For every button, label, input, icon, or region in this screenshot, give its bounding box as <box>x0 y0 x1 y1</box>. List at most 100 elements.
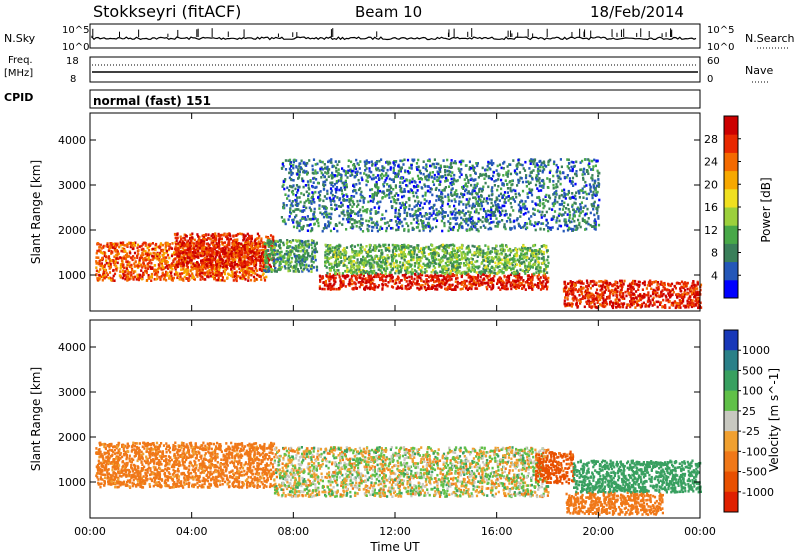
radar-cell <box>126 242 129 246</box>
radar-cell <box>235 243 238 247</box>
radar-cell <box>672 290 675 294</box>
radar-cell <box>351 279 354 282</box>
radar-cell <box>453 244 456 248</box>
radar-cell <box>144 252 147 255</box>
radar-cell <box>410 263 413 267</box>
radar-cell <box>521 269 524 272</box>
radar-cell <box>103 274 106 277</box>
radar-cell <box>182 279 185 282</box>
radar-cell <box>386 284 389 288</box>
radar-cell <box>250 247 253 251</box>
radar-cell <box>618 299 621 302</box>
radar-cell <box>247 240 250 244</box>
radar-cell <box>206 270 209 274</box>
cpid-mode: normal (fast) 151 <box>93 94 211 108</box>
radar-cell <box>682 300 685 303</box>
radar-cell <box>266 269 269 272</box>
radar-cell <box>296 259 299 262</box>
radar-cell <box>212 233 215 236</box>
radar-cell <box>692 280 695 283</box>
radar-cell <box>334 246 337 250</box>
radar-cell <box>313 251 316 254</box>
radar-cell <box>103 276 106 280</box>
radar-cell <box>277 258 280 261</box>
radar-cell <box>229 234 232 238</box>
radar-cell <box>239 258 242 262</box>
radar-cell <box>156 274 159 277</box>
radar-cell <box>501 258 504 262</box>
radar-cell <box>529 275 532 279</box>
radar-cell <box>116 243 119 247</box>
radar-cell <box>297 249 300 253</box>
radar-cell <box>252 271 255 275</box>
radar-cell <box>273 263 276 267</box>
radar-cell <box>536 275 539 278</box>
radar-cell <box>217 265 220 269</box>
radar-cell <box>449 254 452 257</box>
radar-cell <box>246 247 249 251</box>
radar-cell <box>279 257 282 260</box>
radar-cell <box>528 282 531 285</box>
radar-cell <box>509 258 512 261</box>
radar-cell <box>205 262 208 266</box>
radar-cell <box>118 245 121 249</box>
radar-cell <box>389 277 392 281</box>
radar-cell <box>110 278 113 282</box>
radar-cell <box>274 244 278 247</box>
radar-cell <box>194 251 197 254</box>
radar-cell <box>427 253 430 256</box>
radar-cell <box>174 248 177 252</box>
radar-cell <box>456 266 460 269</box>
radar-cell <box>482 282 485 285</box>
radar-cell <box>358 276 361 279</box>
radar-cell <box>415 283 418 286</box>
radar-cell <box>446 260 449 263</box>
radar-cell <box>324 256 327 260</box>
radar-cell <box>431 284 434 287</box>
radar-cell <box>202 237 205 241</box>
radar-cell <box>264 256 268 259</box>
radar-cell <box>252 275 256 279</box>
freq-tick-bottom: 8 <box>70 74 76 85</box>
radar-cell <box>461 271 464 274</box>
radar-cell <box>427 259 431 262</box>
radar-cell <box>426 262 429 266</box>
radar-cell <box>467 244 470 248</box>
radar-cell <box>112 261 115 264</box>
radar-cell <box>324 260 327 264</box>
radar-cell <box>433 284 436 288</box>
radar-cell <box>542 276 545 279</box>
radar-cell <box>215 264 218 268</box>
radar-cell <box>155 278 158 281</box>
radar-cell <box>215 253 218 257</box>
radar-cell <box>424 282 427 286</box>
radar-cell <box>153 256 156 260</box>
radar-cell <box>128 261 131 264</box>
radar-cell <box>334 248 337 252</box>
radar-cell <box>364 281 367 284</box>
radar-cell <box>348 258 351 261</box>
radar-cell <box>428 275 431 279</box>
radar-cell <box>137 278 140 282</box>
radar-cell <box>137 277 140 280</box>
radar-cell <box>391 286 395 289</box>
radar-cell <box>323 287 326 291</box>
radar-cell <box>246 237 249 240</box>
radar-cell <box>238 247 241 251</box>
radar-cell <box>141 251 144 254</box>
radar-cell <box>115 267 118 271</box>
radar-cell <box>193 249 196 253</box>
radar-cell <box>281 255 284 259</box>
radar-cell <box>372 264 375 267</box>
radar-cell <box>248 266 251 270</box>
radar-cell <box>459 265 462 269</box>
radar-cell <box>105 255 108 259</box>
radar-cell <box>490 256 493 259</box>
radar-cell <box>477 273 480 277</box>
radar-cell <box>328 269 332 272</box>
radar-cell <box>370 254 373 258</box>
radar-cell <box>235 263 238 266</box>
radar-cell <box>198 237 201 240</box>
radar-cell <box>532 244 535 247</box>
radar-cell <box>526 279 529 283</box>
